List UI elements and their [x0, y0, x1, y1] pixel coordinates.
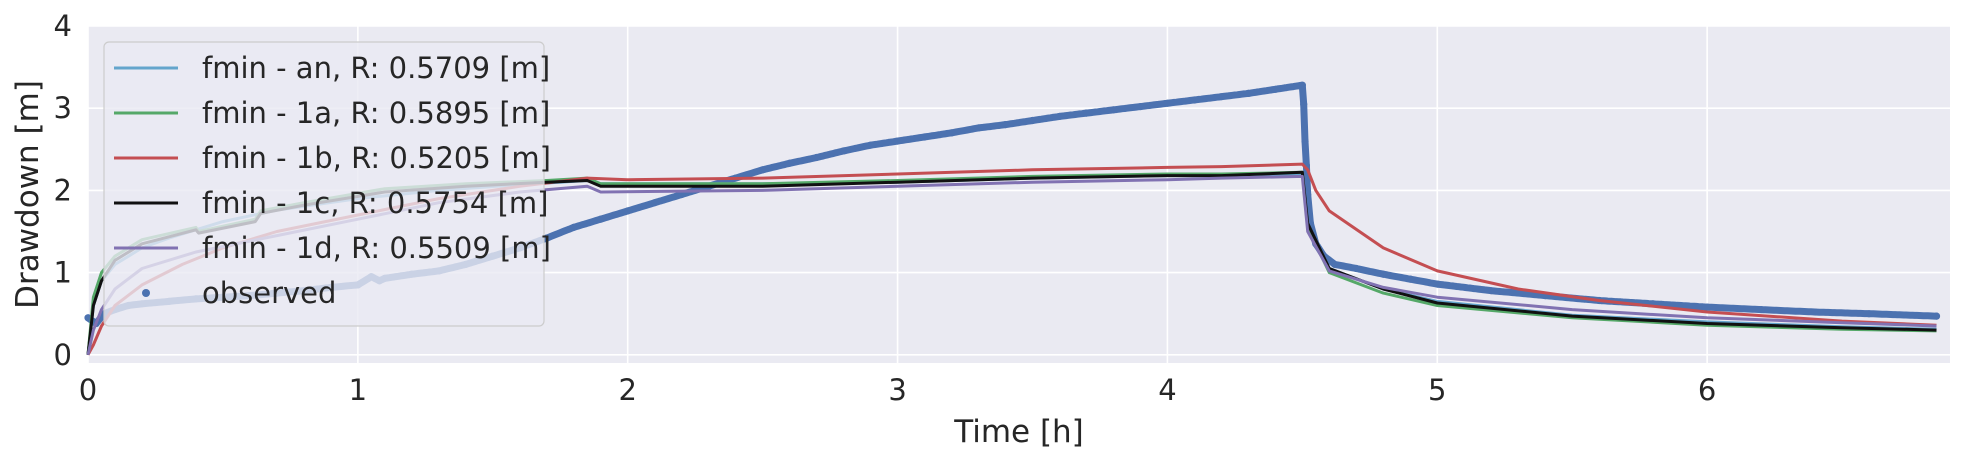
legend-marker — [142, 289, 150, 297]
legend-item: fmin - an, R: 0.5709 [m] — [114, 51, 550, 85]
data-point — [1298, 81, 1306, 89]
data-point — [1932, 312, 1941, 320]
legend-item: fmin - 1c, R: 0.5754 [m] — [114, 186, 548, 220]
legend-label: fmin - 1c, R: 0.5754 [m] — [202, 186, 548, 220]
data-point — [624, 207, 632, 215]
data-point — [1271, 85, 1279, 93]
data-point — [1082, 109, 1091, 117]
legend-item: fmin - 1b, R: 0.5205 [m] — [114, 141, 551, 175]
data-point — [1109, 106, 1118, 114]
data-point — [1001, 121, 1010, 129]
data-point — [1487, 287, 1495, 295]
data-point — [1865, 310, 1873, 318]
x-tick-label: 6 — [1698, 373, 1716, 407]
x-tick-label: 1 — [349, 373, 367, 407]
data-point — [597, 215, 605, 223]
data-point — [570, 223, 578, 231]
data-point — [974, 124, 983, 132]
legend-item: observed — [142, 276, 336, 310]
data-point — [759, 166, 767, 174]
data-point — [1244, 89, 1252, 97]
data-point — [1190, 96, 1199, 104]
x-tick-label: 2 — [618, 373, 636, 407]
data-point — [1811, 308, 1819, 316]
data-point — [947, 129, 956, 137]
data-point — [893, 137, 902, 145]
tick-labels: 0 1 2 3 4 5 6 0 1 2 3 4 — [54, 9, 1717, 407]
y-tick-label: 3 — [54, 91, 72, 125]
data-point — [813, 153, 821, 162]
grid-lines — [87, 25, 1950, 363]
y-tick-label: 4 — [54, 9, 72, 43]
x-tick-label: 5 — [1428, 373, 1446, 407]
data-point — [1055, 112, 1064, 121]
data-point — [1331, 260, 1339, 268]
data-point — [786, 159, 794, 167]
x-axis-label: Time [h] — [953, 414, 1084, 450]
x-tick-label: 4 — [1158, 373, 1176, 407]
legend-item: fmin - 1d, R: 0.5509 [m] — [114, 231, 551, 265]
legend-label: fmin - 1d, R: 0.5509 [m] — [202, 231, 551, 265]
data-point — [1757, 305, 1765, 314]
legend-item: fmin - 1a, R: 0.5895 [m] — [114, 96, 550, 130]
data-point — [1433, 280, 1441, 288]
legend: fmin - an, R: 0.5709 [m] fmin - 1a, R: 0.… — [103, 41, 551, 327]
x-tick-label: 0 — [79, 373, 97, 407]
data-point — [1163, 99, 1172, 107]
data-point — [543, 234, 551, 242]
legend-box — [103, 41, 545, 327]
data-point — [920, 133, 929, 141]
data-point — [1352, 264, 1360, 273]
data-point — [1217, 93, 1225, 101]
y-tick-label: 1 — [54, 256, 72, 290]
y-tick-label: 2 — [54, 173, 72, 207]
data-point — [1703, 303, 1711, 311]
data-point — [866, 141, 875, 149]
x-tick-label: 3 — [888, 373, 906, 407]
data-point — [1300, 100, 1308, 108]
y-tick-label: 0 — [54, 338, 72, 372]
data-point — [651, 199, 659, 207]
data-point — [1136, 102, 1145, 111]
data-point — [839, 147, 848, 155]
legend-label: fmin - an, R: 0.5709 [m] — [202, 51, 550, 85]
data-point — [1379, 270, 1387, 278]
legend-label: observed — [202, 276, 336, 310]
legend-label: fmin - 1a, R: 0.5895 [m] — [202, 96, 550, 130]
data-point — [1028, 116, 1037, 125]
data-point — [1301, 137, 1309, 145]
data-point — [1406, 275, 1414, 283]
y-axis-label: Drawdown [m] — [10, 80, 46, 309]
legend-label: fmin - 1b, R: 0.5205 [m] — [202, 141, 551, 175]
